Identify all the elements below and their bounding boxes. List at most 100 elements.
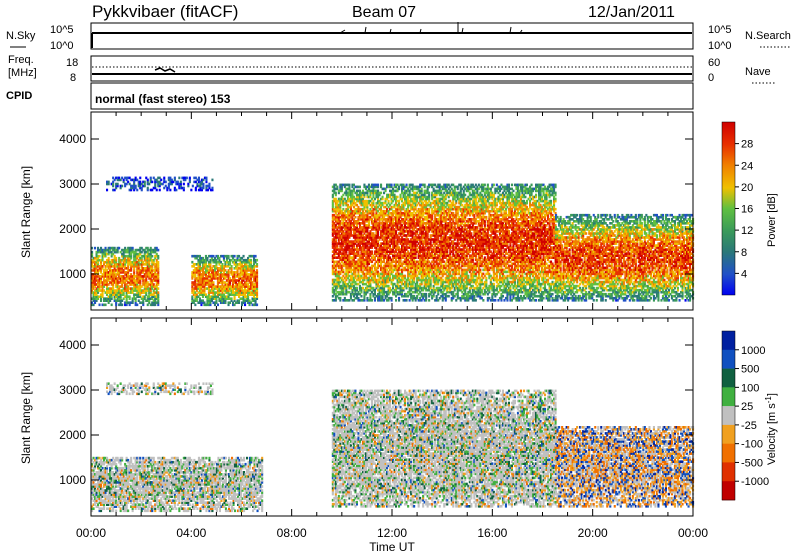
echo-cell (106, 269, 109, 272)
echo-cell (377, 266, 380, 270)
echo-cell (188, 180, 191, 184)
echo-cell (152, 299, 155, 302)
echo-cell (402, 278, 405, 282)
echo-cell (253, 285, 256, 288)
echo-cell (200, 273, 203, 276)
echo-cell (366, 278, 369, 282)
echo-cell (354, 207, 357, 211)
echo-cell (230, 279, 233, 282)
echo-cell (145, 283, 148, 286)
echo-cell (386, 232, 389, 235)
echo-cell (333, 187, 336, 191)
echo-cell (225, 279, 228, 282)
echo-cell (354, 201, 357, 205)
echo-cell (345, 238, 348, 241)
echo-cell (333, 282, 336, 286)
echo-cell (348, 213, 351, 217)
echo-cell (197, 291, 200, 294)
echo-cell (336, 260, 339, 264)
echo-cell (331, 189, 334, 193)
echo-cell (373, 213, 376, 217)
echo-cell (351, 189, 354, 193)
echo-cell (140, 271, 143, 274)
echo-cell (354, 296, 357, 300)
echo-cell (239, 269, 242, 272)
echo-cell (113, 258, 116, 262)
echo-cell (339, 246, 342, 249)
echo-cell (136, 273, 139, 276)
echo-cell (250, 254, 253, 258)
echo-cell (98, 295, 101, 298)
echo-cell (241, 285, 244, 288)
echo-cell (404, 242, 407, 245)
echo-cell (364, 256, 367, 259)
echo-cell (384, 264, 387, 268)
echo-cell (369, 238, 372, 241)
echo-cell (233, 299, 236, 302)
echo-cell (404, 191, 407, 195)
echo-cell (124, 277, 127, 280)
echo-cell (230, 265, 233, 268)
echo-cell (357, 207, 360, 211)
echo-cell (134, 248, 137, 252)
echo-cell (131, 281, 134, 284)
echo-cell (152, 176, 155, 180)
echo-cell (340, 211, 343, 215)
echo-cell (151, 180, 154, 184)
echo-cell (115, 265, 118, 268)
echo-cell (236, 279, 239, 282)
echo-cell (381, 236, 384, 239)
echo-cell (373, 252, 376, 255)
echo-cell (396, 286, 399, 290)
echo-cell (146, 263, 149, 266)
echo-cell (201, 291, 204, 294)
echo-cell (396, 195, 399, 199)
echo-cell (239, 271, 242, 274)
echo-cell (345, 264, 348, 268)
echo-cell (396, 213, 399, 217)
echo-cell (366, 258, 369, 262)
echo-cell (204, 263, 207, 266)
echo-cell (358, 230, 361, 233)
echo-cell (149, 273, 152, 276)
echo-cell (242, 275, 245, 278)
echo-cell (106, 287, 109, 290)
echo-cell (367, 299, 370, 302)
echo-cell (370, 226, 373, 229)
echo-cell (404, 282, 407, 286)
echo-cell (399, 242, 402, 245)
echo-cell (357, 250, 360, 253)
echo-cell (222, 293, 225, 296)
echo-cell (399, 280, 402, 284)
echo-cell (378, 207, 381, 211)
echo-cell (198, 260, 201, 264)
echo-cell (372, 203, 375, 207)
echo-cell (130, 277, 133, 280)
echo-cell (215, 295, 218, 298)
echo-cell (384, 278, 387, 282)
echo-cell (380, 236, 383, 239)
echo-cell (384, 201, 387, 205)
nsky-frame (90, 22, 694, 50)
echo-cell (222, 295, 225, 298)
echo-cell (121, 248, 124, 252)
echo-cell (253, 267, 256, 270)
echo-cell (361, 189, 364, 193)
echo-cell (343, 238, 346, 241)
echo-cell (373, 234, 376, 237)
echo-cell (118, 273, 121, 276)
echo-cell (384, 242, 387, 245)
echo-cell (404, 203, 407, 207)
echo-cell (213, 267, 216, 270)
echo-cell (235, 293, 238, 296)
echo-cell (198, 299, 201, 302)
echo-cell (244, 295, 247, 298)
echo-cell (366, 211, 369, 215)
echo-cell (384, 189, 387, 193)
echo-cell (113, 267, 116, 270)
echo-cell (151, 271, 154, 274)
echo-cell (369, 292, 372, 296)
echo-cell (201, 258, 204, 262)
echo-cell (128, 263, 131, 266)
echo-cell (386, 228, 389, 231)
